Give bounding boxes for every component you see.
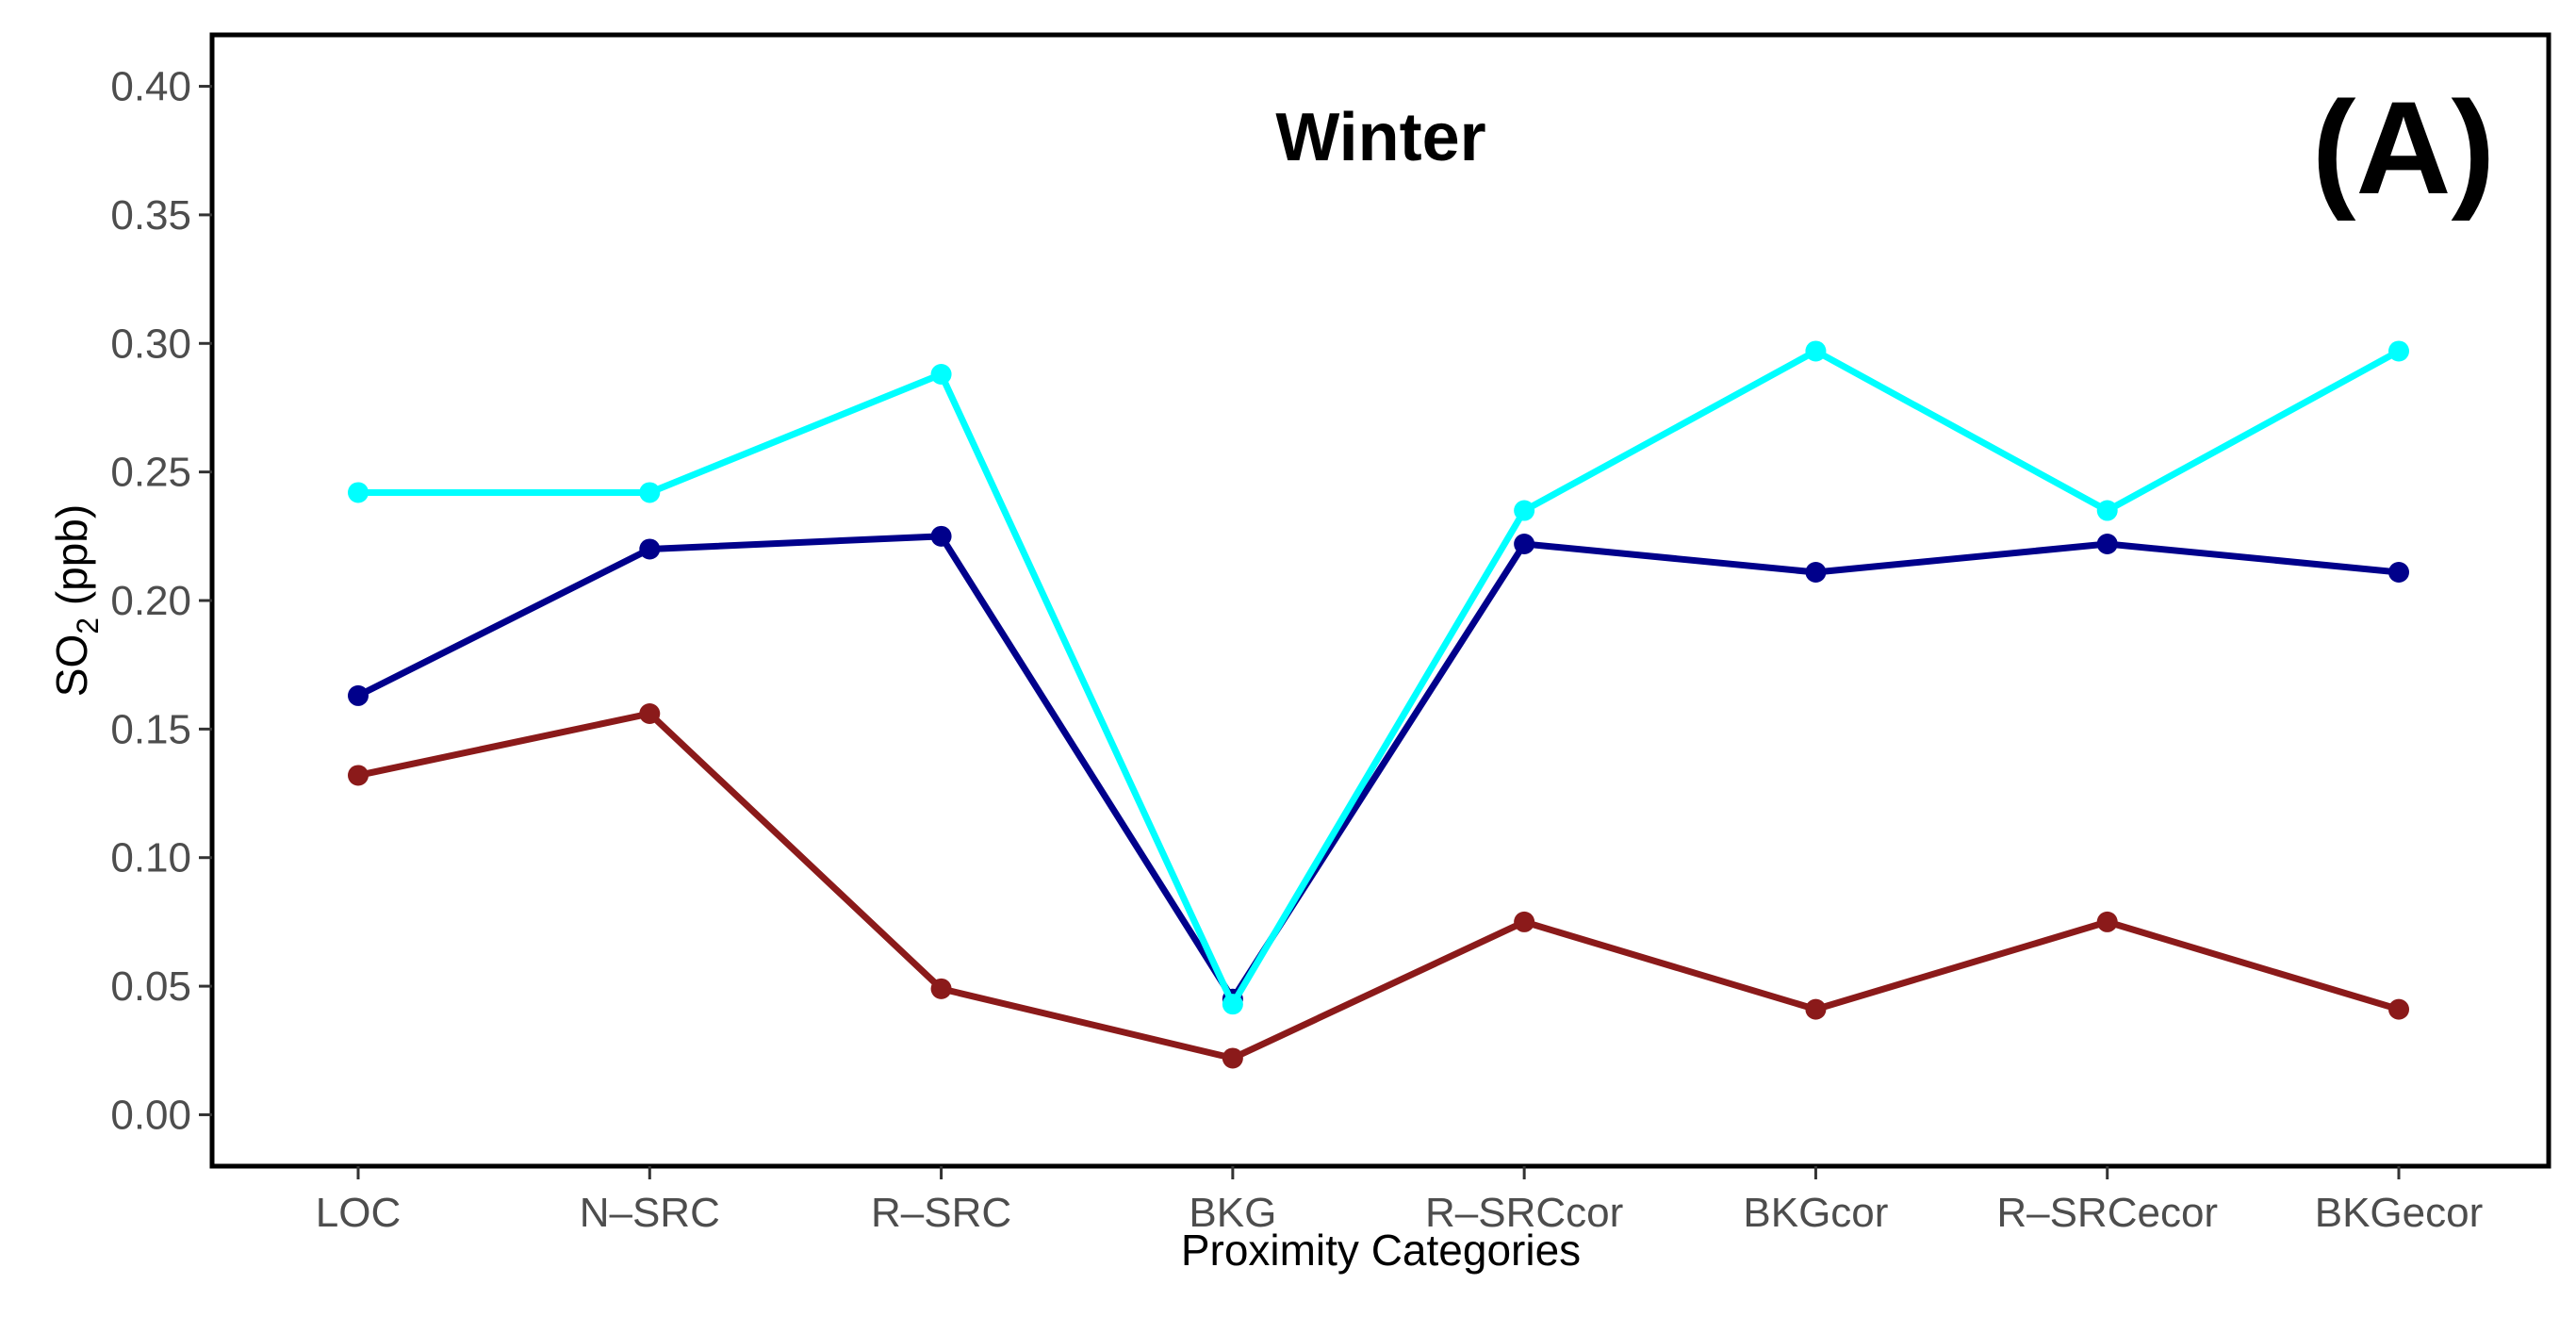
data-point — [1805, 998, 1827, 1020]
data-point — [1514, 911, 1535, 932]
x-tick-label: N–SRC — [580, 1190, 720, 1236]
data-point — [1222, 1047, 1243, 1069]
data-point — [2388, 562, 2409, 583]
data-point — [1514, 534, 1535, 554]
data-point — [2388, 340, 2409, 362]
data-point — [2096, 534, 2118, 554]
data-point — [930, 978, 952, 999]
data-point — [2096, 911, 2118, 932]
y-tick-label: 0.10 — [110, 835, 191, 881]
x-tick-label: R–SRCecor — [1996, 1190, 2218, 1236]
data-point — [348, 765, 369, 786]
y-tick-label: 0.40 — [110, 64, 191, 110]
x-tick-label: R–SRCcor — [1425, 1190, 1623, 1236]
series-line — [354, 347, 2403, 1008]
y-axis-title: SO2 (ppb) — [47, 504, 105, 697]
data-point — [930, 364, 952, 385]
data-point — [639, 538, 661, 560]
x-tick-label: BKGecor — [2315, 1190, 2484, 1236]
data-point — [639, 482, 661, 503]
y-tick-label: 0.35 — [110, 192, 191, 239]
y-tick-label: 0.30 — [110, 321, 191, 367]
x-tick-label: BKGcor — [1743, 1190, 1888, 1236]
x-tick-label: LOC — [316, 1190, 401, 1236]
data-point — [1805, 562, 1827, 583]
data-point — [1222, 994, 1243, 1015]
data-point — [1514, 500, 1535, 521]
series-line — [354, 710, 2403, 1062]
data-point — [930, 525, 952, 547]
series-layer — [348, 340, 2409, 1069]
y-axis: 0.00 0.05 0.10 0.15 0.20 0.25 0.30 0.35 0.40 — [110, 64, 212, 1138]
x-tick-label: BKG — [1189, 1190, 1276, 1236]
y-tick-label: 0.25 — [110, 450, 191, 496]
data-point — [348, 482, 369, 503]
y-axis-title-unit: (ppb) — [47, 504, 96, 617]
panel-label: (A) — [2312, 74, 2495, 222]
x-tick-label: R–SRC — [871, 1190, 1011, 1236]
series-cyan-series — [348, 340, 2409, 1015]
data-point — [639, 703, 661, 724]
data-point — [2388, 998, 2409, 1020]
chart-title: Winter — [1275, 100, 1485, 175]
series-navy-series — [348, 525, 2409, 1010]
x-axis: LOC N–SRC R–SRC BKG R–SRCcor BKGcor R–SRCecor B… — [316, 1166, 2484, 1236]
data-point — [348, 684, 369, 706]
y-tick-label: 0.15 — [110, 706, 191, 752]
data-point — [1805, 340, 1827, 362]
y-tick-label: 0.05 — [110, 963, 191, 1010]
series-maroon-series — [348, 703, 2409, 1069]
data-point — [2096, 500, 2118, 521]
x-axis-title: Proximity Categories — [1181, 1226, 1581, 1275]
plot-panel — [209, 32, 2551, 1169]
series-line — [354, 533, 2403, 1003]
y-tick-label: 0.20 — [110, 578, 191, 624]
y-tick-label: 0.00 — [110, 1092, 191, 1138]
y-axis-title-subscript: 2 — [71, 617, 105, 634]
y-axis-title-base: SO — [47, 634, 96, 697]
